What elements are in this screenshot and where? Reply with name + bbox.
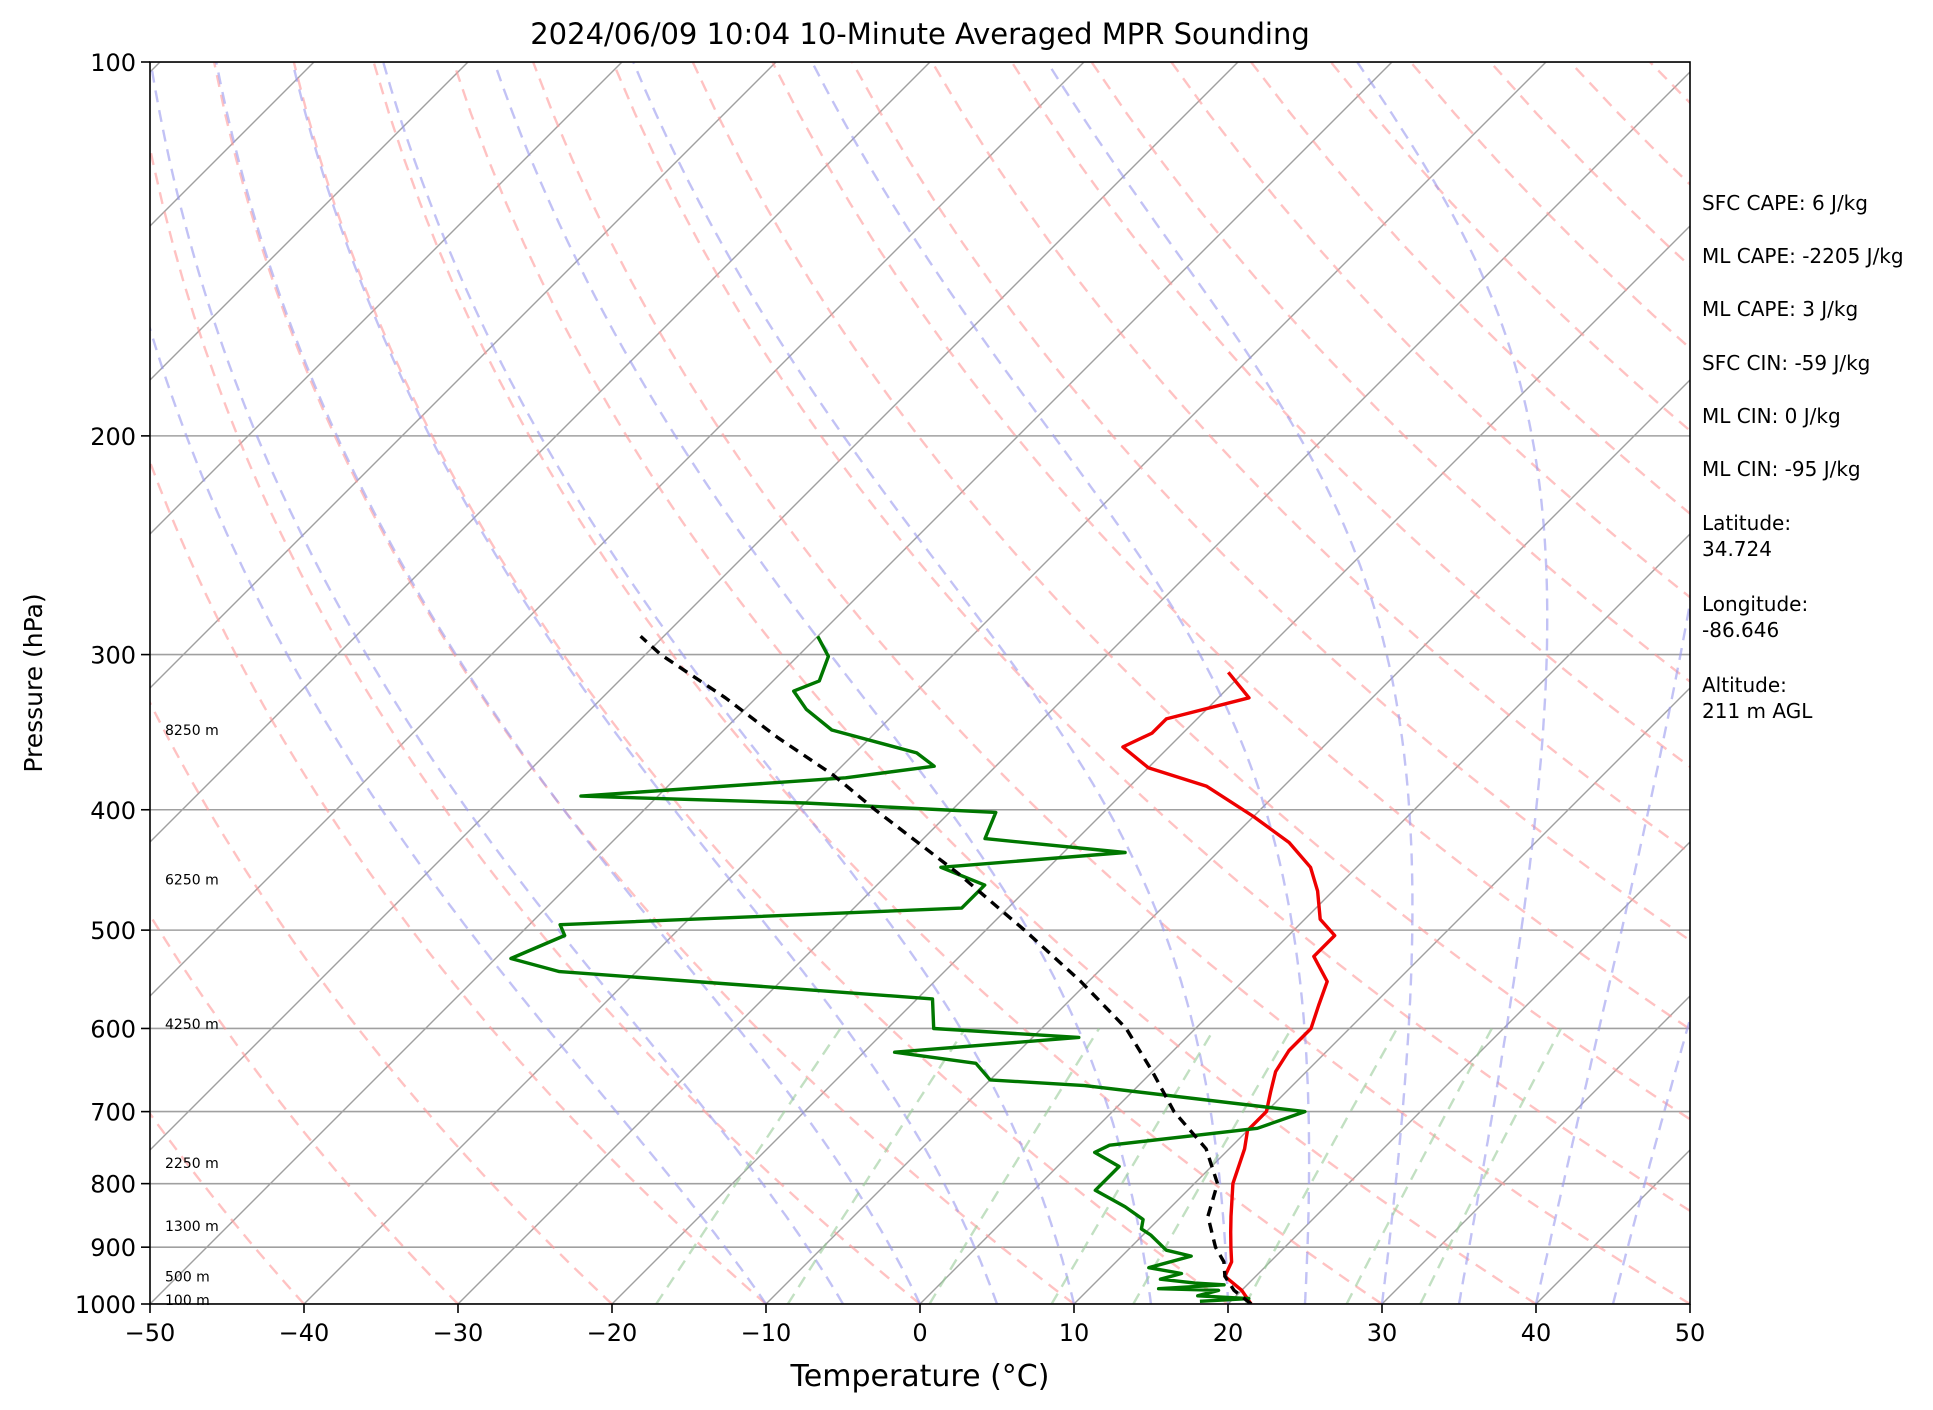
x-axis-label: Temperature (°C) bbox=[790, 1359, 1050, 1394]
height-label: 8250 m bbox=[165, 723, 219, 739]
y-tick-label: 200 bbox=[90, 423, 136, 451]
x-tick-label: −10 bbox=[741, 1319, 792, 1347]
height-label: 100 m bbox=[165, 1293, 210, 1309]
annotation-text: ML CIN: 0 J/kg bbox=[1702, 404, 1841, 428]
height-label: 2250 m bbox=[165, 1156, 219, 1172]
annotation-text: ML CIN: -95 J/kg bbox=[1702, 457, 1861, 481]
x-tick-label: 0 bbox=[912, 1319, 927, 1347]
height-label: 6250 m bbox=[165, 872, 219, 888]
x-tick-label: −50 bbox=[125, 1319, 176, 1347]
x-tick-label: 20 bbox=[1213, 1319, 1244, 1347]
x-tick-label: −40 bbox=[279, 1319, 330, 1347]
annotation-text: Latitude: bbox=[1702, 511, 1791, 535]
x-tick-label: 10 bbox=[1059, 1319, 1090, 1347]
annotation-text: SFC CAPE: 6 J/kg bbox=[1702, 191, 1868, 215]
annotation-text: ML CAPE: -2205 J/kg bbox=[1702, 244, 1904, 268]
y-tick-label: 1000 bbox=[75, 1291, 136, 1319]
x-tick-label: −20 bbox=[587, 1319, 638, 1347]
y-tick-label: 500 bbox=[90, 917, 136, 945]
y-tick-label: 600 bbox=[90, 1015, 136, 1043]
y-tick-label: 300 bbox=[90, 642, 136, 670]
x-tick-label: 50 bbox=[1675, 1319, 1706, 1347]
height-label: 1300 m bbox=[165, 1219, 219, 1235]
x-tick-label: −30 bbox=[433, 1319, 484, 1347]
annotation-text: 34.724 bbox=[1702, 537, 1772, 561]
y-tick-label: 400 bbox=[90, 797, 136, 825]
y-tick-label: 100 bbox=[90, 49, 136, 77]
annotation-text: 211 m AGL bbox=[1702, 699, 1813, 723]
y-tick-label: 700 bbox=[90, 1099, 136, 1127]
y-tick-label: 800 bbox=[90, 1171, 136, 1199]
annotation-text: ML CAPE: 3 J/kg bbox=[1702, 297, 1858, 321]
y-axis-label: Pressure (hPa) bbox=[19, 593, 48, 772]
chart-title: 2024/06/09 10:04 10-Minute Averaged MPR … bbox=[530, 17, 1310, 51]
height-label: 500 m bbox=[165, 1269, 210, 1285]
annotation-text: SFC CIN: -59 J/kg bbox=[1702, 351, 1870, 375]
annotation-text: Longitude: bbox=[1702, 592, 1808, 616]
height-label: 4250 m bbox=[165, 1017, 219, 1033]
annotation-text: Altitude: bbox=[1702, 673, 1787, 697]
x-tick-label: 30 bbox=[1367, 1319, 1398, 1347]
annotation-text: -86.646 bbox=[1702, 618, 1779, 642]
y-tick-label: 900 bbox=[90, 1234, 136, 1262]
x-tick-label: 40 bbox=[1521, 1319, 1552, 1347]
